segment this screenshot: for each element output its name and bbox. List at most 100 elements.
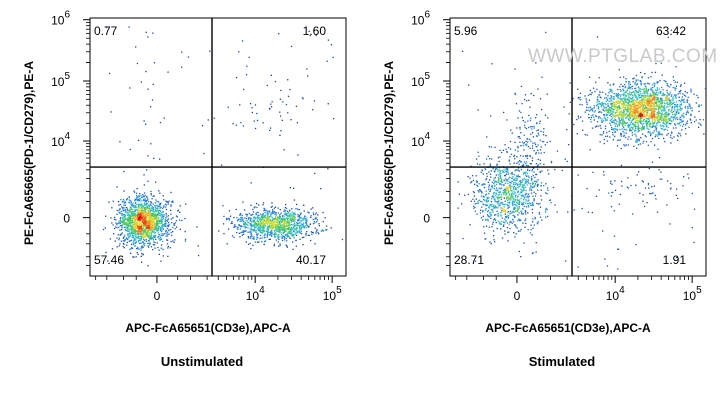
event-dot bbox=[167, 201, 168, 202]
event-dot bbox=[157, 208, 158, 209]
event-dot bbox=[278, 239, 279, 240]
event-dot bbox=[296, 240, 297, 241]
event-dot bbox=[530, 203, 531, 204]
y-tick-label: 105 bbox=[51, 71, 70, 89]
event-dot bbox=[497, 171, 498, 172]
event-dot bbox=[302, 224, 303, 225]
event-dot bbox=[256, 214, 257, 215]
event-dot bbox=[300, 214, 301, 215]
event-dot bbox=[503, 193, 504, 194]
event-dot bbox=[499, 182, 500, 183]
event-dot bbox=[545, 192, 546, 193]
event-dot bbox=[117, 246, 118, 247]
event-dot bbox=[547, 216, 548, 217]
event-dot bbox=[630, 124, 631, 125]
event-dot bbox=[644, 117, 645, 118]
event-dot bbox=[135, 215, 136, 216]
event-dot bbox=[105, 216, 106, 217]
event-dot bbox=[643, 119, 644, 120]
event-dot bbox=[497, 228, 498, 229]
event-dot bbox=[142, 208, 143, 209]
event-dot bbox=[609, 123, 610, 124]
event-dot bbox=[134, 192, 135, 193]
event-dot bbox=[254, 216, 255, 217]
event-dot bbox=[587, 135, 588, 136]
event-dot bbox=[506, 198, 507, 199]
event-dot bbox=[131, 205, 132, 206]
event-dot bbox=[652, 127, 653, 128]
event-dot bbox=[635, 90, 636, 91]
event-dot bbox=[615, 131, 616, 132]
event-dot bbox=[254, 218, 255, 219]
event-dot bbox=[264, 230, 265, 231]
event-dot bbox=[578, 116, 579, 117]
event-dot bbox=[620, 98, 621, 99]
event-dot bbox=[674, 106, 675, 107]
event-dot bbox=[288, 215, 289, 216]
event-dot bbox=[685, 128, 686, 129]
event-dot bbox=[534, 181, 535, 182]
event-dot bbox=[280, 220, 281, 221]
event-dot bbox=[271, 212, 272, 213]
event-dot bbox=[131, 213, 132, 214]
event-dot bbox=[132, 235, 133, 236]
event-dot bbox=[685, 96, 686, 97]
event-dot bbox=[617, 100, 618, 101]
event-dot bbox=[594, 107, 595, 108]
event-dot bbox=[579, 98, 580, 99]
event-dot bbox=[251, 107, 252, 108]
quadrant-lower-left: 57.46 bbox=[94, 253, 124, 267]
event-dot bbox=[148, 217, 149, 218]
event-dot bbox=[251, 236, 252, 237]
event-dot bbox=[231, 221, 232, 222]
event-dot bbox=[628, 95, 629, 96]
event-dot bbox=[584, 95, 585, 96]
event-dot bbox=[591, 121, 592, 122]
event-dot bbox=[250, 233, 251, 234]
event-dot bbox=[124, 235, 125, 236]
event-dot bbox=[661, 98, 662, 99]
event-dot bbox=[250, 237, 251, 238]
event-dot bbox=[148, 89, 149, 90]
event-dot bbox=[146, 228, 147, 229]
event-dot bbox=[628, 144, 629, 145]
event-dot bbox=[489, 227, 490, 228]
event-dot bbox=[240, 214, 241, 215]
event-dot bbox=[131, 215, 132, 216]
event-dot bbox=[287, 79, 288, 80]
event-dot bbox=[686, 112, 687, 113]
event-dot bbox=[157, 247, 158, 248]
event-dot bbox=[498, 157, 499, 158]
event-dot bbox=[509, 190, 510, 191]
event-dot bbox=[618, 116, 619, 117]
event-dot bbox=[517, 200, 518, 201]
event-dot bbox=[587, 104, 588, 105]
event-dot bbox=[696, 102, 697, 103]
event-dot bbox=[481, 172, 482, 173]
event-dot bbox=[288, 229, 289, 230]
event-dot bbox=[601, 118, 602, 119]
event-dot bbox=[123, 222, 124, 223]
event-dot bbox=[667, 92, 668, 93]
event-dot bbox=[159, 206, 160, 207]
event-dot bbox=[241, 221, 242, 222]
event-dot bbox=[131, 207, 132, 208]
event-dot bbox=[270, 219, 271, 220]
event-dot bbox=[237, 227, 238, 228]
event-dot bbox=[630, 138, 631, 139]
event-dot bbox=[171, 232, 172, 233]
event-dot bbox=[133, 218, 134, 219]
event-dot bbox=[118, 239, 119, 240]
event-dot bbox=[158, 238, 159, 239]
event-dot bbox=[223, 233, 224, 234]
event-dot bbox=[657, 112, 658, 113]
event-dot bbox=[171, 222, 172, 223]
event-dot bbox=[310, 224, 311, 225]
event-dot bbox=[267, 213, 268, 214]
event-dot bbox=[496, 165, 497, 166]
event-dot bbox=[531, 229, 532, 230]
event-dot bbox=[255, 232, 256, 233]
event-dot bbox=[516, 210, 517, 211]
event-dot bbox=[129, 202, 130, 203]
